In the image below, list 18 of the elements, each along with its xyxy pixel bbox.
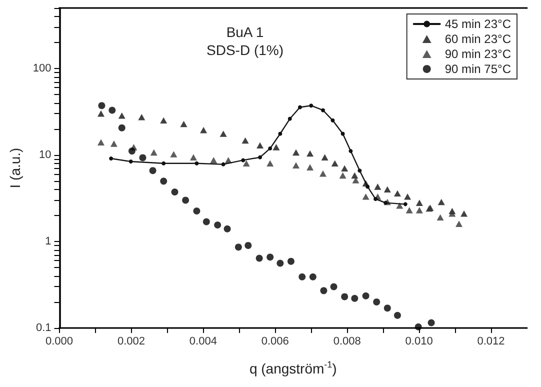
text: SDS-D (1%)	[206, 42, 284, 58]
x-tick-label: 0.010	[405, 336, 433, 348]
x-tick-label: 0.000	[45, 336, 74, 348]
y-axis-title: I (a.u.)	[7, 148, 23, 188]
y-tick-label: 1	[45, 235, 52, 248]
y-tick-label: 0.1	[36, 322, 52, 334]
legend-label: 90 min 23°C	[444, 47, 512, 61]
text: BuA 1	[226, 24, 264, 40]
x-tick-label: 0.006	[261, 336, 289, 348]
y-tick-label: 100	[32, 62, 52, 74]
x-tick-label: 0.004	[189, 336, 217, 348]
legend-label: 45 min 23°C	[444, 17, 512, 31]
x-tick-label: 0.012	[477, 336, 505, 348]
y-tick-label: 10	[39, 148, 52, 161]
legend-label: 60 min 23°C	[444, 32, 512, 46]
x-tick-label: 0.002	[117, 336, 145, 348]
x-tick-label: 0.008	[333, 336, 361, 348]
legend-label: 90 min 75°C	[444, 62, 512, 76]
